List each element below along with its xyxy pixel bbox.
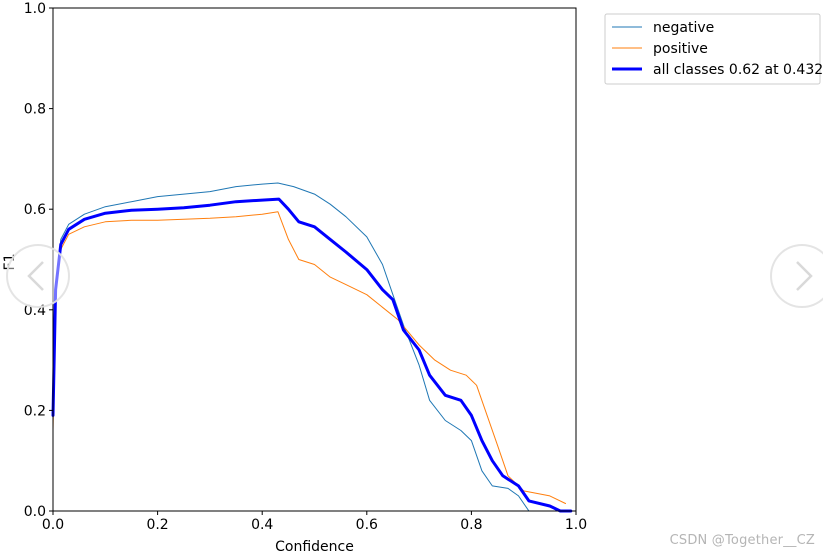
chevron-right-icon: [796, 261, 813, 291]
chevron-left-icon: [27, 261, 44, 291]
x-tick-label: 0.6: [356, 517, 378, 533]
x-tick-label: 0.4: [251, 517, 273, 533]
series-line-0: [52, 182, 530, 512]
y-tick-label: 0.0: [24, 504, 46, 520]
series-line-1: [52, 211, 566, 504]
y-tick-label: 1.0: [24, 1, 46, 17]
legend-label-1: positive: [653, 41, 708, 57]
y-tick-label: 0.8: [24, 102, 46, 118]
y-tick-label: 0.6: [24, 202, 46, 218]
legend-label-0: negative: [653, 20, 714, 36]
legend-label-2: all classes 0.62 at 0.432: [653, 62, 823, 78]
x-tick-label: 0.0: [42, 517, 64, 533]
legend-frame: [604, 13, 821, 85]
x-tick-label: 0.8: [460, 517, 482, 533]
watermark: CSDN @Together__CZ: [669, 533, 815, 548]
legend: negative positive all classes 0.62 at 0.43…: [604, 13, 823, 85]
previous-image-button[interactable]: [6, 244, 70, 308]
x-tick-label: 0.2: [146, 517, 168, 533]
x-tick-label: 1.0: [565, 517, 587, 533]
y-tick-label: 0.2: [24, 403, 46, 419]
x-axis-label: Confidence: [275, 539, 354, 554]
series-line-2: [51, 197, 573, 513]
next-image-button[interactable]: [770, 244, 823, 308]
plot-frame: [52, 7, 577, 512]
